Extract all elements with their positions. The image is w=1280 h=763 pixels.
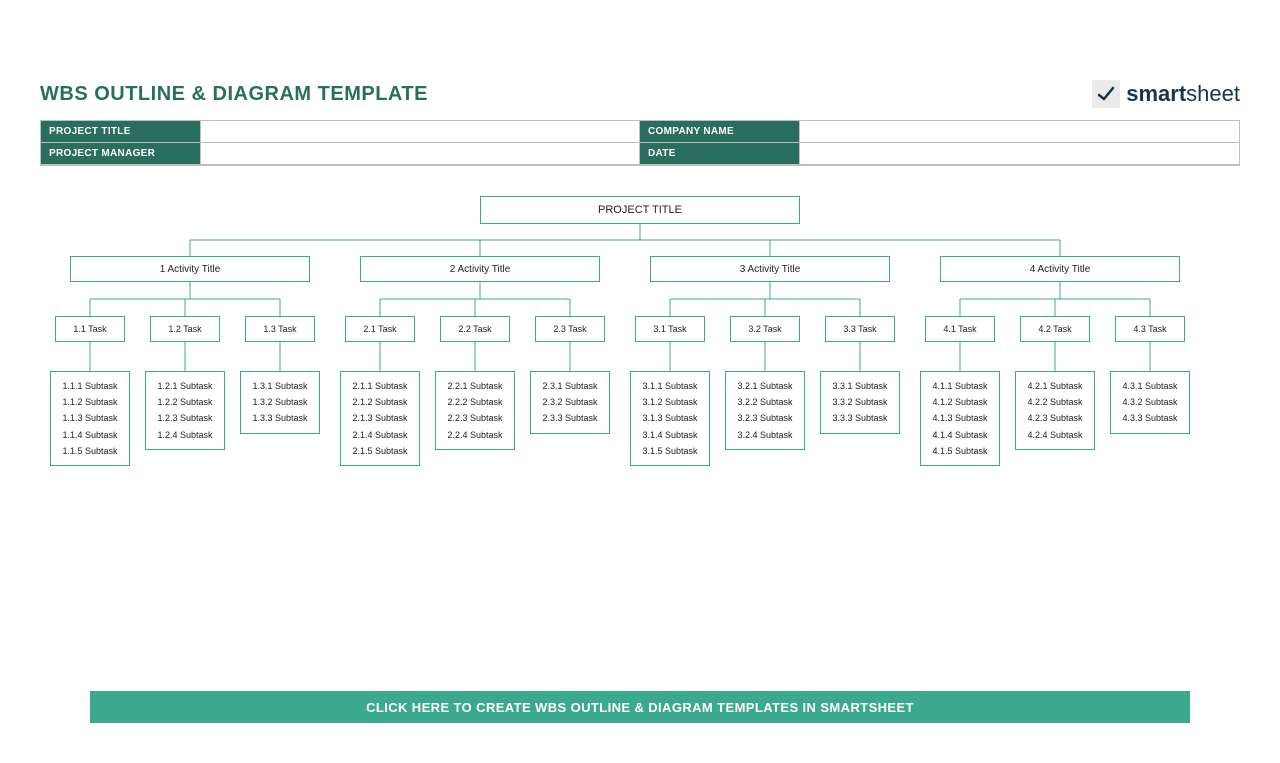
activity-node-4: 4 Activity Title bbox=[940, 256, 1180, 282]
subtask-item: 3.1.2 Subtask bbox=[635, 394, 705, 410]
smartsheet-logo: smartsheet bbox=[1092, 80, 1240, 108]
task-node-10: 4.2 Task bbox=[1020, 316, 1090, 342]
task-node-11: 4.3 Task bbox=[1115, 316, 1185, 342]
subtask-item: 2.3.2 Subtask bbox=[535, 394, 605, 410]
subtask-item: 3.2.4 Subtask bbox=[730, 427, 800, 443]
page-title: WBS OUTLINE & DIAGRAM TEMPLATE bbox=[40, 83, 428, 106]
subtask-item: 4.1.1 Subtask bbox=[925, 378, 995, 394]
subtask-item: 3.2.1 Subtask bbox=[730, 378, 800, 394]
subtask-item: 1.3.2 Subtask bbox=[245, 394, 315, 410]
subtask-item: 3.3.1 Subtask bbox=[825, 378, 895, 394]
subtask-box-11: 4.3.1 Subtask4.3.2 Subtask4.3.3 Subtask bbox=[1110, 371, 1190, 434]
subtask-item: 3.1.1 Subtask bbox=[635, 378, 705, 394]
subtask-item: 4.1.5 Subtask bbox=[925, 443, 995, 459]
meta-table: PROJECT TITLE COMPANY NAME PROJECT MANAG… bbox=[40, 120, 1240, 166]
subtask-box-1: 1.2.1 Subtask1.2.2 Subtask1.2.3 Subtask1… bbox=[145, 371, 225, 450]
cta-label: CLICK HERE TO CREATE WBS OUTLINE & DIAGR… bbox=[366, 700, 914, 715]
subtask-item: 2.1.2 Subtask bbox=[345, 394, 415, 410]
task-node-3: 2.1 Task bbox=[345, 316, 415, 342]
subtask-item: 1.2.3 Subtask bbox=[150, 410, 220, 426]
subtask-item: 1.2.4 Subtask bbox=[150, 427, 220, 443]
subtask-item: 4.2.2 Subtask bbox=[1020, 394, 1090, 410]
meta-project-title-value[interactable] bbox=[201, 121, 640, 143]
subtask-item: 2.3.3 Subtask bbox=[535, 410, 605, 426]
subtask-item: 4.3.3 Subtask bbox=[1115, 410, 1185, 426]
subtask-item: 4.3.1 Subtask bbox=[1115, 378, 1185, 394]
task-node-6: 3.1 Task bbox=[635, 316, 705, 342]
page: WBS OUTLINE & DIAGRAM TEMPLATE smartshee… bbox=[40, 0, 1240, 566]
subtask-item: 4.2.3 Subtask bbox=[1020, 410, 1090, 426]
task-node-8: 3.3 Task bbox=[825, 316, 895, 342]
cta-button[interactable]: CLICK HERE TO CREATE WBS OUTLINE & DIAGR… bbox=[90, 691, 1190, 723]
task-node-4: 2.2 Task bbox=[440, 316, 510, 342]
subtask-item: 4.1.2 Subtask bbox=[925, 394, 995, 410]
subtask-box-3: 2.1.1 Subtask2.1.2 Subtask2.1.3 Subtask2… bbox=[340, 371, 420, 466]
subtask-item: 3.1.3 Subtask bbox=[635, 410, 705, 426]
subtask-box-6: 3.1.1 Subtask3.1.2 Subtask3.1.3 Subtask3… bbox=[630, 371, 710, 466]
subtask-item: 3.1.4 Subtask bbox=[635, 427, 705, 443]
subtask-box-8: 3.3.1 Subtask3.3.2 Subtask3.3.3 Subtask bbox=[820, 371, 900, 434]
subtask-item: 3.1.5 Subtask bbox=[635, 443, 705, 459]
checkmark-icon bbox=[1092, 80, 1120, 108]
subtask-item: 3.3.2 Subtask bbox=[825, 394, 895, 410]
subtask-box-4: 2.2.1 Subtask2.2.2 Subtask2.2.3 Subtask2… bbox=[435, 371, 515, 450]
subtask-box-5: 2.3.1 Subtask2.3.2 Subtask2.3.3 Subtask bbox=[530, 371, 610, 434]
subtask-item: 2.2.4 Subtask bbox=[440, 427, 510, 443]
logo-bold: smart bbox=[1126, 81, 1186, 106]
subtask-item: 4.3.2 Subtask bbox=[1115, 394, 1185, 410]
subtask-item: 1.1.5 Subtask bbox=[55, 443, 125, 459]
meta-project-manager-value[interactable] bbox=[201, 143, 640, 165]
subtask-item: 2.3.1 Subtask bbox=[535, 378, 605, 394]
activity-node-1: 1 Activity Title bbox=[70, 256, 310, 282]
subtask-item: 2.1.3 Subtask bbox=[345, 410, 415, 426]
subtask-item: 4.1.3 Subtask bbox=[925, 410, 995, 426]
logo-text: smartsheet bbox=[1126, 81, 1240, 107]
task-node-0: 1.1 Task bbox=[55, 316, 125, 342]
meta-project-manager-label: PROJECT MANAGER bbox=[41, 143, 201, 165]
activity-node-2: 2 Activity Title bbox=[360, 256, 600, 282]
task-node-9: 4.1 Task bbox=[925, 316, 995, 342]
task-node-5: 2.3 Task bbox=[535, 316, 605, 342]
subtask-item: 1.2.2 Subtask bbox=[150, 394, 220, 410]
task-node-1: 1.2 Task bbox=[150, 316, 220, 342]
subtask-box-9: 4.1.1 Subtask4.1.2 Subtask4.1.3 Subtask4… bbox=[920, 371, 1000, 466]
subtask-item: 2.2.3 Subtask bbox=[440, 410, 510, 426]
subtask-item: 2.1.4 Subtask bbox=[345, 427, 415, 443]
meta-company-name-value[interactable] bbox=[800, 121, 1239, 143]
subtask-item: 3.3.3 Subtask bbox=[825, 410, 895, 426]
subtask-item: 2.2.2 Subtask bbox=[440, 394, 510, 410]
subtask-item: 1.3.1 Subtask bbox=[245, 378, 315, 394]
subtask-item: 1.1.1 Subtask bbox=[55, 378, 125, 394]
subtask-item: 2.2.1 Subtask bbox=[440, 378, 510, 394]
subtask-item: 3.2.3 Subtask bbox=[730, 410, 800, 426]
subtask-box-0: 1.1.1 Subtask1.1.2 Subtask1.1.3 Subtask1… bbox=[50, 371, 130, 466]
subtask-item: 3.2.2 Subtask bbox=[730, 394, 800, 410]
subtask-box-10: 4.2.1 Subtask4.2.2 Subtask4.2.3 Subtask4… bbox=[1015, 371, 1095, 450]
subtask-item: 4.2.1 Subtask bbox=[1020, 378, 1090, 394]
wbs-diagram: PROJECT TITLE 1 Activity Title 2 Activity … bbox=[40, 186, 1240, 566]
meta-date-value[interactable] bbox=[800, 143, 1239, 165]
subtask-item: 2.1.5 Subtask bbox=[345, 443, 415, 459]
task-node-2: 1.3 Task bbox=[245, 316, 315, 342]
subtask-item: 2.1.1 Subtask bbox=[345, 378, 415, 394]
project-title-node: PROJECT TITLE bbox=[480, 196, 800, 224]
subtask-item: 1.1.2 Subtask bbox=[55, 394, 125, 410]
task-node-7: 3.2 Task bbox=[730, 316, 800, 342]
subtask-item: 4.2.4 Subtask bbox=[1020, 427, 1090, 443]
meta-company-name-label: COMPANY NAME bbox=[640, 121, 800, 143]
subtask-box-2: 1.3.1 Subtask1.3.2 Subtask1.3.3 Subtask bbox=[240, 371, 320, 434]
logo-rest: sheet bbox=[1186, 81, 1240, 106]
subtask-item: 1.1.4 Subtask bbox=[55, 427, 125, 443]
subtask-item: 1.2.1 Subtask bbox=[150, 378, 220, 394]
header-row: WBS OUTLINE & DIAGRAM TEMPLATE smartshee… bbox=[40, 80, 1240, 108]
subtask-box-7: 3.2.1 Subtask3.2.2 Subtask3.2.3 Subtask3… bbox=[725, 371, 805, 450]
subtask-item: 4.1.4 Subtask bbox=[925, 427, 995, 443]
subtask-item: 1.1.3 Subtask bbox=[55, 410, 125, 426]
meta-date-label: DATE bbox=[640, 143, 800, 165]
activity-node-3: 3 Activity Title bbox=[650, 256, 890, 282]
meta-project-title-label: PROJECT TITLE bbox=[41, 121, 201, 143]
subtask-item: 1.3.3 Subtask bbox=[245, 410, 315, 426]
